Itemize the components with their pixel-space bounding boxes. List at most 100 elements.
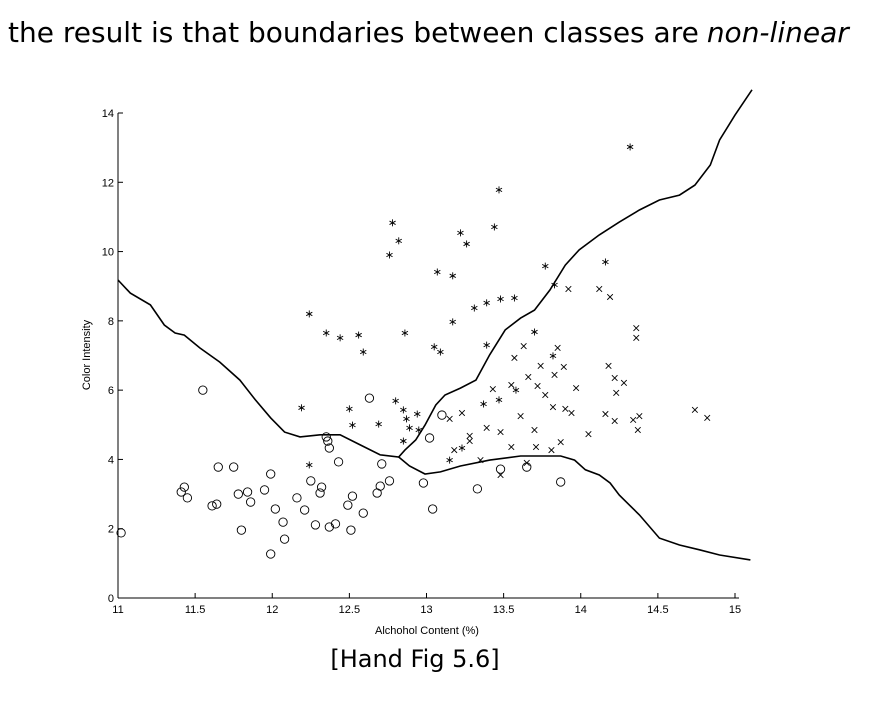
- data-point: [522, 462, 532, 472]
- marker-shape: [116, 528, 126, 538]
- marker-stroke: [458, 409, 466, 417]
- data-point: [548, 446, 555, 454]
- data-point: [375, 420, 382, 428]
- data-point: [415, 426, 423, 434]
- marker-stroke: [495, 187, 503, 193]
- data-point: [437, 348, 444, 356]
- data-point: [400, 406, 407, 414]
- marker-stroke: [449, 319, 456, 325]
- marker-stroke: [517, 413, 524, 420]
- data-point: [489, 385, 496, 393]
- data-point: [212, 499, 222, 509]
- figure-caption: [Hand Fig 5.6]: [330, 645, 500, 673]
- y-tick-label: 0: [108, 593, 114, 605]
- marker-shape: [418, 478, 429, 488]
- marker-stroke: [346, 406, 353, 411]
- marker-shape: [472, 484, 483, 494]
- marker-stroke: [497, 296, 504, 302]
- data-point: [406, 424, 413, 432]
- marker-stroke: [386, 252, 393, 258]
- data-point: [446, 456, 453, 464]
- marker-stroke: [602, 259, 609, 265]
- data-point: [520, 343, 527, 350]
- marker-stroke: [457, 230, 464, 236]
- marker-stroke: [606, 293, 614, 301]
- data-point: [424, 433, 435, 443]
- marker-shape: [556, 477, 566, 487]
- marker-shape: [242, 487, 253, 497]
- data-point: [556, 477, 566, 487]
- marker-stroke: [434, 269, 441, 275]
- data-point: [449, 318, 456, 326]
- marker-stroke: [532, 443, 540, 451]
- data-point: [704, 414, 711, 421]
- marker-stroke: [497, 428, 504, 436]
- data-point: [458, 444, 466, 452]
- marker-stroke: [511, 295, 518, 301]
- data-point: [198, 385, 208, 395]
- marker-stroke: [605, 362, 612, 370]
- data-point: [292, 493, 302, 503]
- data-point: [418, 478, 429, 488]
- y-tick-label: 14: [102, 108, 114, 120]
- data-point: [403, 415, 410, 423]
- data-point: [355, 331, 362, 339]
- marker-shape: [428, 504, 438, 514]
- marker-stroke: [554, 344, 561, 351]
- data-point: [633, 325, 640, 332]
- x-tick-label: 13.5: [493, 604, 514, 616]
- data-point: [531, 426, 538, 434]
- data-point: [278, 517, 288, 527]
- marker-stroke: [542, 391, 549, 399]
- marker-shape: [233, 489, 243, 499]
- data-point: [233, 489, 243, 499]
- marker-stroke: [551, 371, 558, 379]
- data-point: [691, 406, 699, 414]
- y-tick-label: 6: [108, 385, 114, 397]
- marker-shape: [316, 482, 327, 492]
- data-point: [179, 482, 189, 492]
- marker-shape: [306, 476, 316, 486]
- data-point: [349, 421, 356, 429]
- data-point: [242, 487, 253, 497]
- marker-shape: [236, 525, 247, 535]
- marker-stroke: [531, 329, 538, 335]
- marker-stroke: [585, 431, 592, 438]
- marker-stroke: [704, 414, 711, 421]
- data-point: [602, 410, 609, 418]
- x-tick-label: 15: [729, 604, 741, 616]
- data-point: [330, 519, 341, 529]
- x-tick-label: 11.5: [185, 604, 206, 616]
- data-point: [466, 437, 473, 445]
- marker-shape: [364, 393, 375, 403]
- marker-shape: [207, 501, 217, 511]
- data-point: [266, 549, 276, 559]
- marker-stroke: [483, 300, 490, 305]
- x-tick-label: 14: [575, 604, 587, 616]
- data-point: [359, 348, 367, 356]
- data-point: [176, 487, 186, 497]
- data-point: [392, 397, 399, 405]
- marker-stroke: [375, 421, 382, 427]
- data-point: [259, 485, 270, 495]
- marker-stroke: [359, 349, 367, 355]
- x-tick-label: 12.5: [339, 604, 360, 616]
- marker-stroke: [611, 374, 618, 382]
- x-tick-label: 13: [420, 604, 432, 616]
- data-point: [270, 504, 280, 514]
- data-point: [336, 334, 344, 342]
- data-point: [626, 143, 634, 151]
- marker-stroke: [549, 403, 557, 411]
- data-point: [495, 396, 503, 404]
- marker-shape: [266, 549, 276, 559]
- marker-shape: [522, 462, 532, 472]
- data-point: [306, 476, 316, 486]
- data-point: [229, 462, 239, 472]
- decision-boundary: [117, 89, 753, 458]
- marker-shape: [377, 459, 387, 469]
- marker-stroke: [630, 416, 637, 424]
- marker-shape: [321, 432, 331, 442]
- data-point: [512, 386, 520, 394]
- data-point: [347, 491, 358, 501]
- marker-shape: [384, 476, 395, 486]
